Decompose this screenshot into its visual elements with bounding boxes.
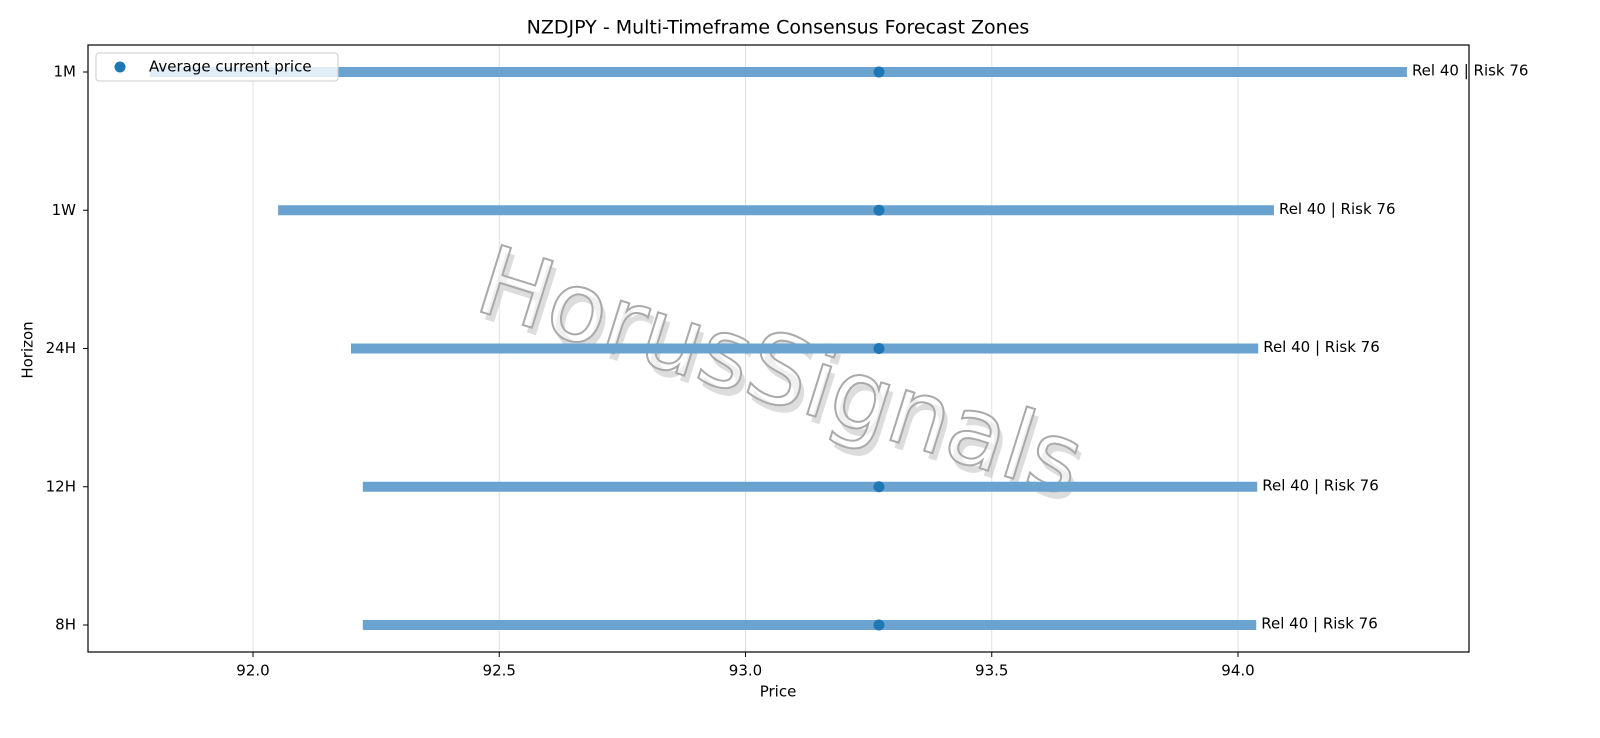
range-annotation: Rel 40 | Risk 76 [1261, 615, 1378, 633]
legend: Average current price [95, 52, 339, 82]
y-tick-label: 1M [54, 63, 77, 81]
range-annotation: Rel 40 | Risk 76 [1412, 62, 1529, 80]
range-annotation: Rel 40 | Risk 76 [1263, 338, 1380, 356]
price-dot [873, 343, 885, 354]
watermark-group: HorusSignals HorusSignals [464, 223, 1100, 526]
y-tick-label: 1W [52, 201, 77, 219]
chart-title: NZDJPY - Multi-Timeframe Consensus Forec… [527, 17, 1030, 39]
legend-marker [114, 61, 126, 73]
x-tick-label: 92.5 [483, 662, 516, 680]
x-tick-label: 94.0 [1221, 662, 1254, 680]
y-tick-label: 8H [55, 616, 76, 634]
watermark: HorusSignals [465, 224, 1096, 518]
range-annotation: Rel 40 | Risk 76 [1279, 200, 1396, 218]
x-tick-label: 93.5 [975, 662, 1008, 680]
legend-label: Average current price [149, 58, 312, 76]
legend-box [95, 52, 339, 82]
price-dot [873, 481, 885, 493]
range-annotation: Rel 40 | Risk 76 [1262, 476, 1379, 494]
price-dot [873, 204, 885, 216]
x-tick-label: 92.0 [236, 662, 269, 680]
x-axis-label: Price [760, 683, 797, 701]
y-axis-label: Horizon [19, 321, 37, 378]
price-dot [873, 66, 885, 78]
x-tick-label: 93.0 [729, 662, 762, 680]
price-dot [873, 619, 885, 631]
y-tick-label: 24H [46, 339, 76, 357]
marks [150, 66, 1407, 631]
y-tick-label: 12H [46, 477, 76, 495]
